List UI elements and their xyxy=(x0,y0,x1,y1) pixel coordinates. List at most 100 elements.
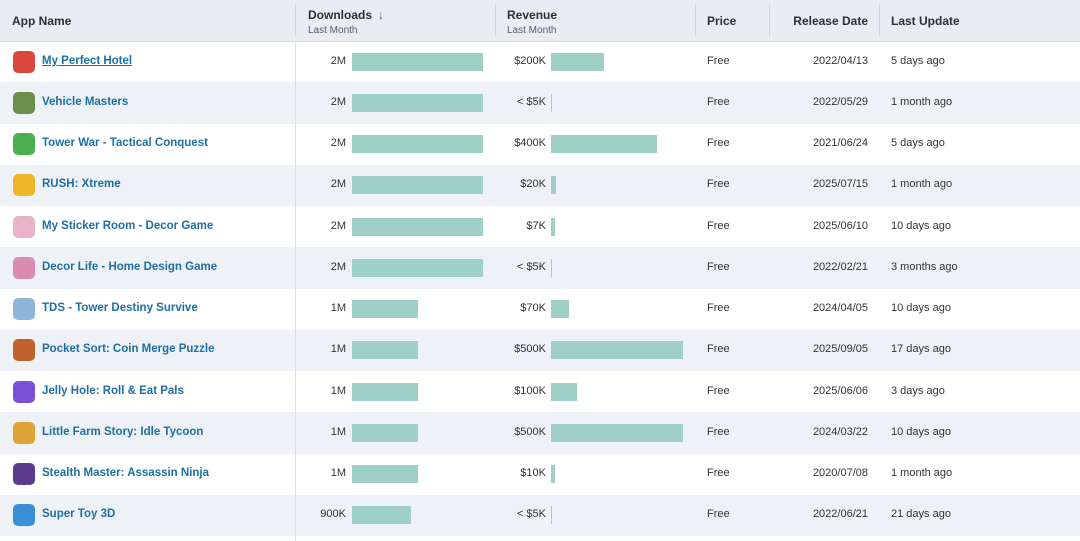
revenue-value: < $5K xyxy=(516,508,546,521)
release-date-value: 2022/02/21 xyxy=(812,260,868,273)
table-row[interactable]: RUSH: Xtreme 2M $20K Free 2025/07/15 1 month … xyxy=(0,164,1080,206)
release-date-value: 2024/03/22 xyxy=(812,425,868,438)
price-value: Free xyxy=(707,260,730,273)
downloads-bar xyxy=(352,176,483,195)
col-downloads[interactable]: Downloads ↓ Last Month xyxy=(308,0,384,41)
col-last-update[interactable]: Last Update xyxy=(891,0,960,41)
downloads-value: 2M xyxy=(330,54,346,67)
col-revenue[interactable]: Revenue Last Month xyxy=(507,0,557,41)
header-divider xyxy=(495,4,496,37)
app-name-link[interactable]: Decor Life - Home Design Game xyxy=(42,260,218,273)
last-update-value: 10 days ago xyxy=(891,302,951,315)
downloads-bar xyxy=(352,506,411,525)
table-row[interactable]: Jelly Hole: Roll & Eat Pals 1M $100K Free 20… xyxy=(0,371,1080,412)
app-name-link[interactable]: TDS - Tower Destiny Survive xyxy=(42,302,198,315)
revenue-value: $7K xyxy=(526,219,546,232)
revenue-value: $10K xyxy=(520,467,546,480)
last-update-value: 3 months ago xyxy=(891,260,958,273)
table-header: App Name Downloads ↓ Last Month Revenue L… xyxy=(0,0,1080,42)
col-release-date-label: Release Date xyxy=(793,14,868,28)
revenue-bar xyxy=(551,93,552,112)
downloads-value: 1M xyxy=(330,302,346,315)
price-value: Free xyxy=(707,302,730,315)
release-date-value: 2020/07/08 xyxy=(812,467,868,480)
col-price-label: Price xyxy=(707,14,737,28)
table-row[interactable]: Pocket Sort: Coin Merge Puzzle 1M $500K Fre… xyxy=(0,329,1080,371)
release-date-value: 2025/06/10 xyxy=(812,219,868,232)
app-name-link[interactable]: Jelly Hole: Roll & Eat Pals xyxy=(42,384,184,397)
release-date-value: 2022/06/21 xyxy=(812,508,868,521)
rush-game-icon xyxy=(13,174,35,197)
release-date-value: 2025/07/15 xyxy=(812,178,868,191)
downloads-value: 1M xyxy=(330,425,346,438)
table-row[interactable]: TDS - Tower Destiny Survive 1M $70K Free 202… xyxy=(0,289,1080,330)
revenue-value: < $5K xyxy=(516,95,546,108)
release-date-value: 2025/09/05 xyxy=(812,343,868,356)
app-name-link[interactable]: My Perfect Hotel xyxy=(42,54,133,67)
tds-game-icon xyxy=(13,298,35,321)
hotel-game-icon xyxy=(13,50,35,73)
table-row[interactable]: Decor Life - Home Design Game 2M < $5K Free… xyxy=(0,247,1080,289)
last-update-value: 10 days ago xyxy=(891,425,951,438)
revenue-bar xyxy=(551,341,683,360)
downloads-bar xyxy=(352,258,483,277)
revenue-bar xyxy=(551,258,552,277)
column-divider xyxy=(295,41,296,541)
price-value: Free xyxy=(707,95,730,108)
header-divider xyxy=(879,4,880,37)
downloads-bar xyxy=(352,382,418,401)
sort-desc-icon[interactable]: ↓ xyxy=(378,8,385,22)
app-name-link[interactable]: Stealth Master: Assassin Ninja xyxy=(42,467,210,480)
last-update-value: 10 days ago xyxy=(891,219,951,232)
decor-life-icon xyxy=(13,256,35,279)
downloads-value: 1M xyxy=(330,467,346,480)
app-name-link[interactable]: Little Farm Story: Idle Tycoon xyxy=(42,425,204,438)
price-value: Free xyxy=(707,343,730,356)
col-app-name[interactable]: App Name xyxy=(12,0,71,41)
stealth-master-icon xyxy=(13,463,35,486)
table-row[interactable]: Tower War - Tactical Conquest 2M $400K Free… xyxy=(0,124,1080,165)
revenue-value: $200K xyxy=(514,54,546,67)
last-update-value: 3 days ago xyxy=(891,384,945,397)
vehicle-game-icon xyxy=(13,91,35,114)
app-name-link[interactable]: Pocket Sort: Coin Merge Puzzle xyxy=(42,343,215,356)
downloads-bar xyxy=(352,135,483,154)
sticker-room-icon xyxy=(13,215,35,238)
price-value: Free xyxy=(707,137,730,150)
downloads-bar xyxy=(352,423,418,442)
table-row[interactable]: Stealth Master: Assassin Ninja 1M $10K Free… xyxy=(0,454,1080,495)
app-name-link[interactable]: My Sticker Room - Decor Game xyxy=(42,219,214,232)
revenue-bar xyxy=(551,300,569,319)
app-name-link[interactable]: Tower War - Tactical Conquest xyxy=(42,137,208,150)
table-row[interactable]: Vehicle Masters 2M < $5K Free 2022/05/29 1 mo… xyxy=(0,82,1080,124)
price-value: Free xyxy=(707,467,730,480)
col-release-date[interactable]: Release Date xyxy=(770,0,868,41)
super-toy-icon xyxy=(13,504,35,527)
app-name-link[interactable]: Vehicle Masters xyxy=(42,95,129,108)
table-row[interactable]: Little Farm Story: Idle Tycoon 1M $500K Fre… xyxy=(0,412,1080,454)
downloads-value: 2M xyxy=(330,178,346,191)
downloads-value: 2M xyxy=(330,219,346,232)
col-downloads-label: Downloads xyxy=(308,8,373,22)
downloads-value: 2M xyxy=(330,260,346,273)
revenue-bar xyxy=(551,423,683,442)
release-date-value: 2024/04/05 xyxy=(812,302,868,315)
table-row[interactable]: My Sticker Room - Decor Game 2M $7K Free 202… xyxy=(0,206,1080,247)
app-name-link[interactable]: RUSH: Xtreme xyxy=(42,178,121,191)
jelly-hole-icon xyxy=(13,380,35,403)
last-update-value: 17 days ago xyxy=(891,343,951,356)
release-date-value: 2022/04/13 xyxy=(812,54,868,67)
revenue-value: $100K xyxy=(514,384,546,397)
last-update-value: 21 days ago xyxy=(891,508,951,521)
last-update-value: 1 month ago xyxy=(891,95,953,108)
price-value: Free xyxy=(707,219,730,232)
app-name-link[interactable]: Super Toy 3D xyxy=(42,508,116,521)
downloads-value: 1M xyxy=(330,343,346,356)
col-last-update-label: Last Update xyxy=(891,14,960,28)
col-price[interactable]: Price xyxy=(707,0,736,41)
revenue-value: $70K xyxy=(520,302,546,315)
revenue-bar xyxy=(551,382,577,401)
table-row[interactable]: Super Toy 3D 900K < $5K Free 2022/06/21 21 da… xyxy=(0,494,1080,536)
downloads-bar xyxy=(352,341,418,360)
table-row[interactable]: My Perfect Hotel 2M $200K Free 2022/04/13 5 d… xyxy=(0,41,1080,82)
